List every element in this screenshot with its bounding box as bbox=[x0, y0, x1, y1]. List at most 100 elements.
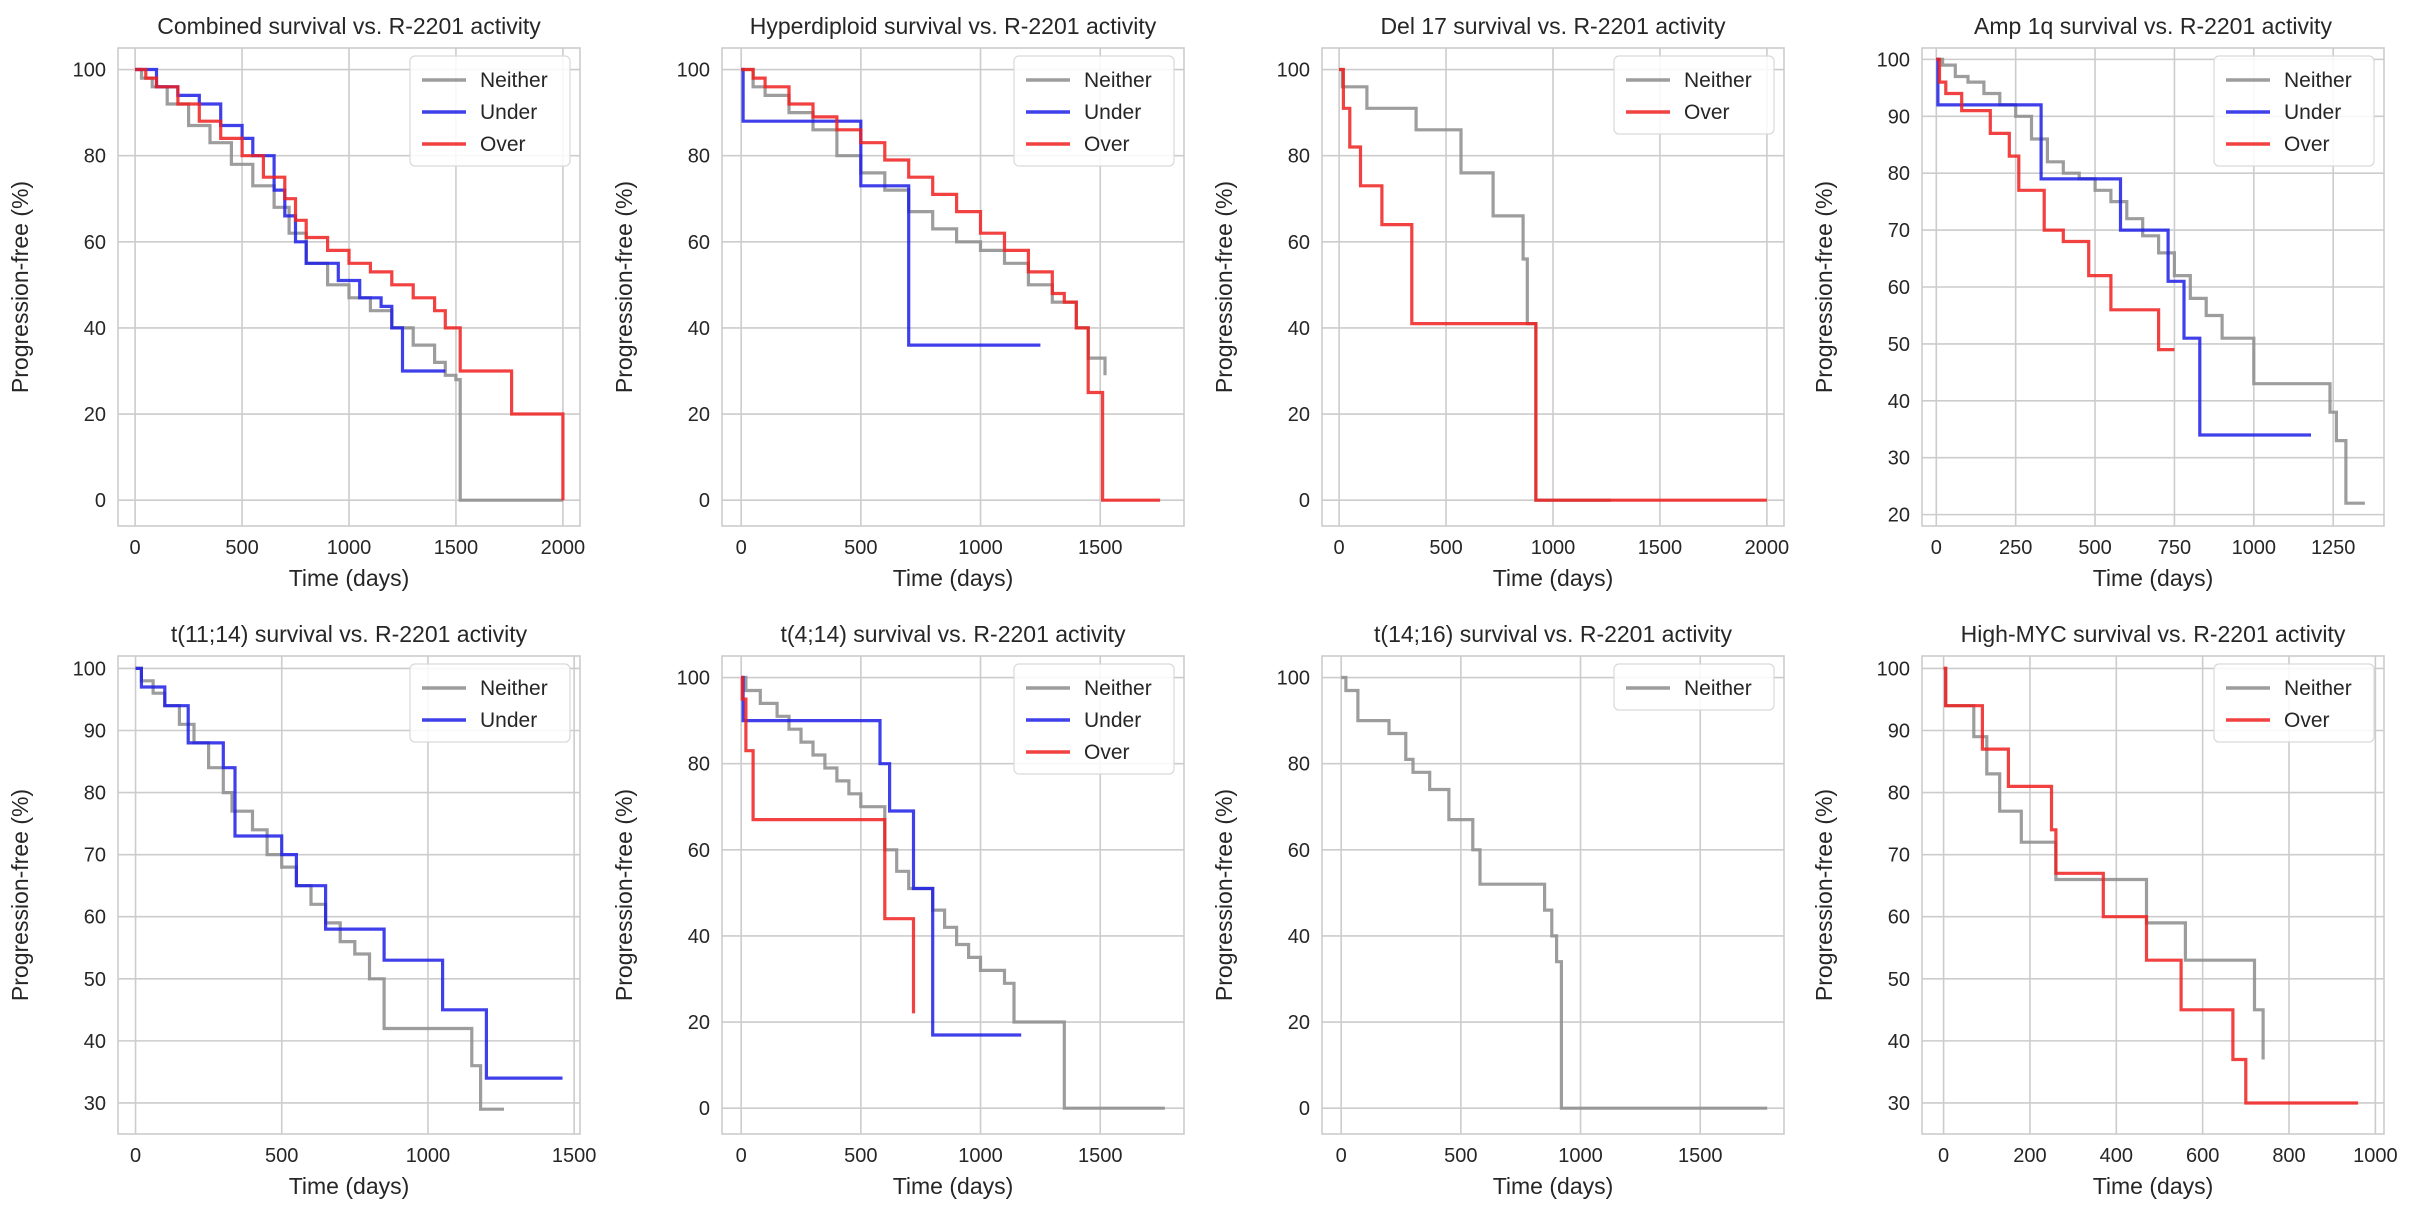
legend-label-neither: Neither bbox=[1084, 677, 1152, 700]
y-tick-label: 80 bbox=[1288, 754, 1310, 776]
series-line-under bbox=[135, 67, 446, 373]
y-tick-label: 60 bbox=[688, 232, 710, 254]
y-axis-label: Progression-free (%) bbox=[1211, 789, 1237, 1001]
legend-label-over: Over bbox=[1684, 101, 1730, 124]
y-axis-label: Progression-free (%) bbox=[611, 789, 637, 1001]
legend-label-neither: Neither bbox=[1084, 69, 1152, 92]
x-tick-label: 1500 bbox=[1678, 1145, 1723, 1167]
chart-title: Del 17 survival vs. R-2201 activity bbox=[1380, 13, 1726, 39]
y-tick-label: 100 bbox=[1277, 668, 1310, 690]
y-tick-label: 90 bbox=[84, 720, 106, 742]
y-tick-label: 50 bbox=[84, 969, 106, 991]
subplot-2: 0 500 1000 1500 0 20 40 60 80 100 Hyperdiploid sur… bbox=[611, 13, 1185, 591]
y-tick-label: 0 bbox=[699, 490, 710, 512]
y-tick-label: 40 bbox=[84, 1031, 106, 1053]
x-tick-label: 0 bbox=[1931, 537, 1942, 559]
legend-label-neither: Neither bbox=[2284, 69, 2352, 92]
y-tick-label: 80 bbox=[688, 146, 710, 168]
legend-box bbox=[2213, 55, 2375, 167]
y-tick-label: 40 bbox=[1888, 1031, 1910, 1053]
x-axis-label: Time (days) bbox=[289, 1173, 410, 1199]
x-axis-label: Time (days) bbox=[893, 1173, 1014, 1199]
y-tick-label: 0 bbox=[1299, 1098, 1310, 1120]
plot-frame bbox=[117, 47, 581, 527]
x-tick-label: 1500 bbox=[434, 537, 479, 559]
series-line-under bbox=[1936, 57, 2311, 437]
x-tick-label: 1500 bbox=[552, 1145, 597, 1167]
series-line-neither bbox=[1339, 67, 1611, 502]
x-tick-label: 1000 bbox=[958, 537, 1003, 559]
series-line-neither bbox=[1936, 57, 2365, 505]
x-tick-label: 2000 bbox=[1745, 537, 1790, 559]
x-tick-label: 2000 bbox=[541, 537, 586, 559]
x-tick-label: 500 bbox=[1444, 1145, 1477, 1167]
x-tick-label: 1000 bbox=[1558, 1145, 1603, 1167]
legend-label-neither: Neither bbox=[480, 69, 548, 92]
series-line-neither bbox=[1943, 666, 2265, 1060]
series-line-under bbox=[741, 675, 1022, 1037]
subplot-5: 0 500 1000 1500 30 40 50 60 70 80 90 100 t(11;14) su… bbox=[7, 621, 596, 1199]
subplot-8: 0 200 400 600 800 1000 30 40 50 60 70 80 90 100 High-M… bbox=[1811, 621, 2398, 1199]
x-tick-label: 1000 bbox=[327, 537, 372, 559]
legend-label-neither: Neither bbox=[2284, 677, 2352, 700]
legend-label-under: Under bbox=[1084, 709, 1141, 732]
y-tick-label: 70 bbox=[84, 845, 106, 867]
y-tick-label: 0 bbox=[95, 490, 106, 512]
subplot-7: 0 500 1000 1500 0 20 40 60 80 100 t(14;16) surviva… bbox=[1211, 621, 1785, 1199]
x-tick-label: 1000 bbox=[1531, 537, 1576, 559]
y-tick-label: 40 bbox=[688, 926, 710, 948]
x-tick-label: 1000 bbox=[958, 1145, 1003, 1167]
x-tick-label: 1000 bbox=[406, 1145, 451, 1167]
y-tick-label: 60 bbox=[84, 232, 106, 254]
x-tick-label: 1000 bbox=[2232, 537, 2277, 559]
x-tick-label: 400 bbox=[2100, 1145, 2133, 1167]
y-tick-label: 60 bbox=[1288, 840, 1310, 862]
legend-label-over: Over bbox=[1084, 741, 1130, 764]
x-tick-label: 1500 bbox=[1078, 1145, 1123, 1167]
y-tick-label: 30 bbox=[1888, 1093, 1910, 1115]
subplot-6: 0 500 1000 1500 0 20 40 60 80 100 t(4;14) survival… bbox=[611, 621, 1185, 1199]
y-axis-label: Progression-free (%) bbox=[611, 181, 637, 393]
x-axis-label: Time (days) bbox=[893, 565, 1014, 591]
y-tick-label: 20 bbox=[1288, 1012, 1310, 1034]
legend-label-neither: Neither bbox=[1684, 69, 1752, 92]
y-tick-label: 20 bbox=[688, 1012, 710, 1034]
plot-frame bbox=[1321, 47, 1785, 527]
y-tick-label: 80 bbox=[84, 146, 106, 168]
y-tick-label: 40 bbox=[1888, 391, 1910, 413]
x-tick-label: 250 bbox=[1999, 537, 2032, 559]
x-axis-label: Time (days) bbox=[2093, 1173, 2214, 1199]
x-tick-label: 1250 bbox=[2311, 537, 2356, 559]
y-tick-label: 100 bbox=[1877, 49, 1910, 71]
chart-title: High-MYC survival vs. R-2201 activity bbox=[1961, 621, 2346, 647]
x-axis-label: Time (days) bbox=[1493, 565, 1614, 591]
x-tick-label: 0 bbox=[130, 537, 141, 559]
y-tick-label: 40 bbox=[1288, 318, 1310, 340]
plot-frame bbox=[721, 47, 1185, 527]
series-line-under bbox=[135, 666, 563, 1080]
legend-label-over: Over bbox=[2284, 709, 2330, 732]
plot-frame bbox=[1921, 655, 2385, 1135]
y-tick-label: 30 bbox=[84, 1093, 106, 1115]
x-tick-label: 500 bbox=[844, 537, 877, 559]
legend-label-under: Under bbox=[480, 709, 537, 732]
y-tick-label: 80 bbox=[1888, 163, 1910, 185]
subplot-1: 0 500 1000 1500 2000 0 20 40 60 80 100 Combined sur… bbox=[7, 13, 585, 591]
series-line-over bbox=[740, 675, 916, 1014]
y-tick-label: 80 bbox=[688, 754, 710, 776]
y-tick-label: 40 bbox=[688, 318, 710, 340]
y-tick-label: 100 bbox=[677, 668, 710, 690]
chart-title: Hyperdiploid survival vs. R-2201 activit… bbox=[750, 13, 1157, 39]
legend-label-over: Over bbox=[2284, 133, 2330, 156]
y-tick-label: 20 bbox=[1888, 505, 1910, 527]
y-tick-label: 40 bbox=[1288, 926, 1310, 948]
plot-frame bbox=[1321, 655, 1785, 1135]
x-tick-label: 500 bbox=[265, 1145, 298, 1167]
x-tick-label: 800 bbox=[2272, 1145, 2305, 1167]
y-tick-label: 40 bbox=[84, 318, 106, 340]
y-tick-label: 80 bbox=[1888, 783, 1910, 805]
legend-label-under: Under bbox=[480, 101, 537, 124]
x-tick-label: 500 bbox=[2078, 537, 2111, 559]
legend-box bbox=[1613, 55, 1775, 135]
